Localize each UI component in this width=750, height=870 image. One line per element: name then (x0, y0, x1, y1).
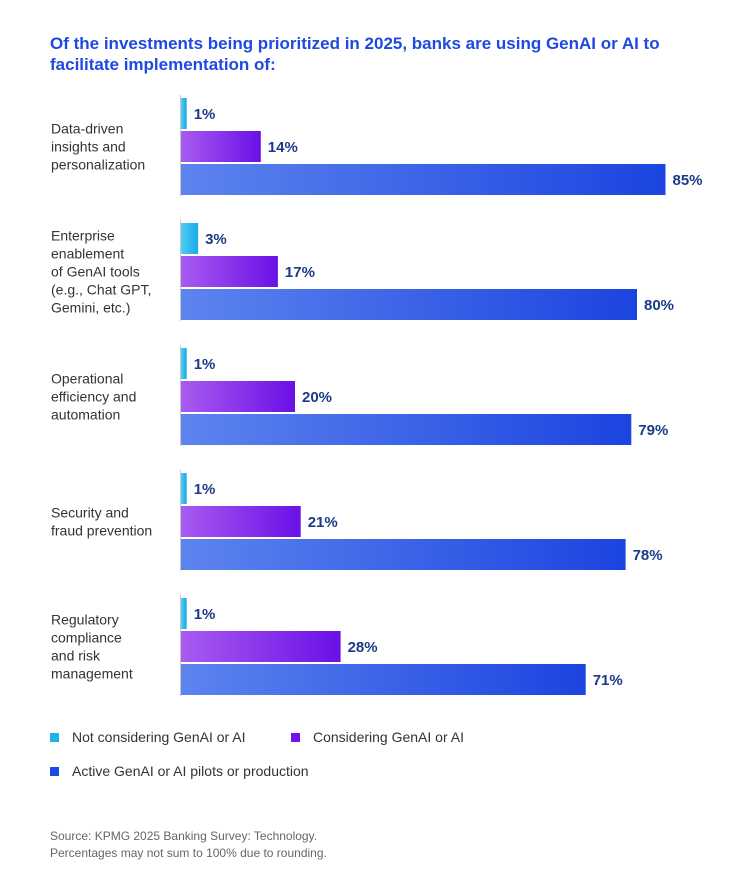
bar-value-label: 17% (285, 264, 315, 281)
source-note: Source: KPMG 2025 Banking Survey: Techno… (50, 828, 327, 862)
bar-not-considering (181, 223, 199, 254)
bar-considering (181, 131, 261, 162)
bar-considering (181, 631, 341, 662)
bar-value-label: 1% (194, 481, 216, 498)
chart-title: Of the investments being prioritized in … (50, 34, 660, 74)
bar-considering (181, 506, 301, 537)
bar-value-label: 14% (268, 139, 298, 156)
legend-swatch-considering (291, 732, 300, 742)
category-label: Regulatory compliance and risk management (51, 612, 133, 682)
bar-active (181, 414, 632, 445)
bar-active (181, 289, 637, 320)
bar-value-label: 28% (348, 639, 378, 656)
bar-value-label: 1% (194, 356, 216, 373)
bar-not-considering (181, 598, 187, 629)
legend-label-considering: Considering GenAI or AI (313, 729, 464, 745)
bar-value-label: 20% (302, 389, 332, 406)
source-line-1: Source: KPMG 2025 Banking Survey: Techno… (50, 829, 318, 843)
legend-item-active: Active GenAI or AI pilots or production (50, 763, 309, 779)
bar-value-label: 3% (205, 231, 227, 248)
bar-value-label: 80% (644, 297, 674, 314)
source-line-2: Percentages may not sum to 100% due to r… (50, 846, 327, 860)
bar-active (181, 539, 626, 570)
bar-considering (181, 256, 278, 287)
bar-value-label: 1% (194, 606, 216, 623)
legend-label-not-considering: Not considering GenAI or AI (72, 729, 246, 745)
bar-not-considering (181, 473, 187, 504)
legend-swatch-not-considering (50, 732, 59, 742)
legend-swatch-active (50, 766, 59, 776)
category-label: Data-driven insights and personalization (51, 121, 145, 173)
bar-active (181, 164, 666, 195)
bar-value-label: 1% (194, 106, 216, 123)
bar-considering (181, 381, 295, 412)
bar-value-label: 21% (308, 514, 338, 531)
category-label: Enterprise enablement of GenAI tools (e.g.,… (51, 228, 151, 316)
bar-active (181, 664, 586, 695)
legend-item-considering: Considering GenAI or AI (291, 729, 464, 745)
category-label: Operational efficiency and automation (51, 371, 136, 423)
bar-not-considering (181, 348, 187, 379)
bar-not-considering (181, 98, 187, 129)
legend-label-active: Active GenAI or AI pilots or production (72, 763, 309, 779)
legend-item-not-considering: Not considering GenAI or AI (50, 729, 246, 745)
bar-value-label: 85% (673, 172, 703, 189)
bar-value-label: 71% (593, 672, 623, 689)
bar-value-label: 79% (638, 422, 668, 439)
bar-value-label: 78% (633, 547, 663, 564)
category-label: Security and fraud prevention (51, 505, 152, 539)
